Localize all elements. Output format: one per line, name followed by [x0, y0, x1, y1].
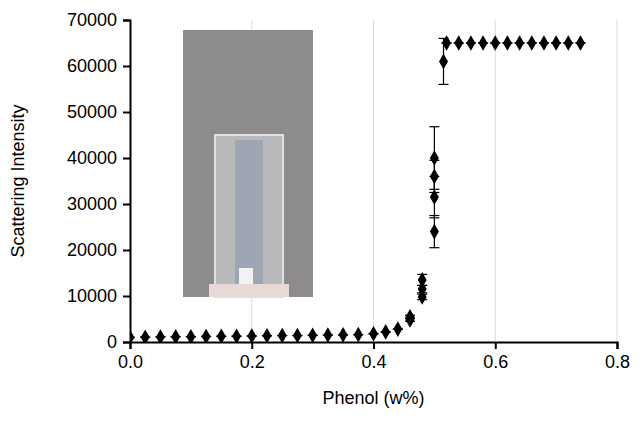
point	[418, 272, 427, 288]
point	[130, 330, 134, 342]
tick-mark	[617, 342, 619, 349]
tick-mark	[123, 342, 130, 344]
point	[339, 327, 348, 342]
tick-mark	[123, 112, 130, 114]
tick-label: 0.6	[483, 352, 508, 372]
point	[430, 224, 439, 240]
point	[217, 328, 226, 342]
tick: 0.2	[240, 342, 265, 372]
tick-label: 40000	[67, 148, 117, 168]
tick-label: 0	[107, 332, 117, 352]
tick: 50000	[67, 102, 130, 122]
tick-label: 0.0	[118, 352, 143, 372]
point	[369, 326, 378, 342]
tick: 0.6	[483, 342, 508, 372]
cuvette	[215, 135, 283, 297]
tick: 30000	[67, 194, 130, 214]
tick-mark	[123, 250, 130, 252]
point	[552, 35, 561, 51]
tick-label: 60000	[67, 56, 117, 76]
cuvette-window	[235, 140, 263, 290]
point	[466, 35, 475, 51]
tick: 20000	[67, 240, 130, 260]
point	[430, 169, 439, 185]
point	[293, 328, 302, 342]
tick: 0	[107, 332, 130, 352]
point	[430, 150, 439, 166]
tick-label: 0.4	[361, 352, 386, 372]
tick-mark	[373, 342, 375, 349]
point	[430, 189, 439, 205]
photo-background	[183, 30, 313, 297]
tick-label: 20000	[67, 240, 117, 260]
y-axis-title: Scattering Intensity	[8, 104, 28, 257]
point	[406, 309, 415, 325]
error-bar	[429, 127, 439, 190]
tick: 0.0	[118, 342, 143, 372]
point	[278, 328, 287, 342]
error-cap	[429, 126, 439, 127]
inset-photo	[183, 30, 313, 297]
tick-mark	[123, 158, 130, 160]
point	[308, 328, 317, 342]
point	[186, 329, 195, 342]
x-axis-title: Phenol (w%)	[322, 388, 424, 408]
point	[171, 329, 180, 342]
point	[381, 324, 390, 340]
tick-label: 50000	[67, 102, 117, 122]
error-cap	[439, 84, 449, 85]
point	[503, 35, 512, 51]
tick-mark	[123, 204, 130, 206]
tick: 60000	[67, 56, 130, 76]
cuvette-base	[209, 284, 289, 297]
y-axis: 0 10000 20000 30000 40000 50000 60000 70000	[67, 10, 131, 352]
point	[323, 327, 332, 342]
point	[491, 35, 500, 51]
tick-label: 0.2	[240, 352, 265, 372]
tick: 0.8	[605, 342, 630, 372]
tick-mark	[251, 342, 253, 349]
plot-area	[130, 35, 585, 342]
point	[576, 35, 585, 51]
point	[141, 329, 150, 342]
tick-mark	[123, 20, 130, 22]
axis-line	[123, 21, 131, 343]
axis-line	[131, 343, 618, 350]
point	[262, 328, 271, 342]
chart: 0.0 0.2 0.4 0.6 0.8 0 10000 20000 30000 40000 5000…	[0, 0, 641, 428]
tick-label: 0.8	[605, 352, 630, 372]
point	[156, 329, 165, 342]
tick-mark	[495, 342, 497, 349]
tick: 0.4	[361, 342, 386, 372]
point	[442, 35, 451, 51]
tick-label: 30000	[67, 194, 117, 214]
tick: 70000	[67, 10, 130, 30]
point	[354, 327, 363, 342]
point	[202, 329, 211, 342]
grid-line	[617, 20, 618, 342]
point	[454, 35, 463, 51]
tick: 10000	[67, 286, 130, 306]
point	[232, 328, 241, 342]
point	[479, 35, 488, 51]
point	[539, 35, 548, 51]
error-bar	[429, 216, 439, 248]
point	[439, 54, 448, 70]
grid-line	[495, 20, 496, 342]
tick-mark	[123, 66, 130, 68]
point	[527, 35, 536, 51]
error-cap	[429, 247, 439, 248]
point	[564, 35, 573, 51]
point	[247, 328, 256, 342]
point	[393, 321, 402, 337]
tick-label: 10000	[67, 286, 117, 306]
tick-mark	[123, 296, 130, 298]
tick: 40000	[67, 148, 130, 168]
error-cap	[429, 217, 439, 218]
grid-line	[373, 20, 374, 342]
x-axis: 0.0 0.2 0.4 0.6 0.8	[118, 342, 630, 372]
point	[515, 35, 524, 51]
tick-label: 70000	[67, 10, 117, 30]
